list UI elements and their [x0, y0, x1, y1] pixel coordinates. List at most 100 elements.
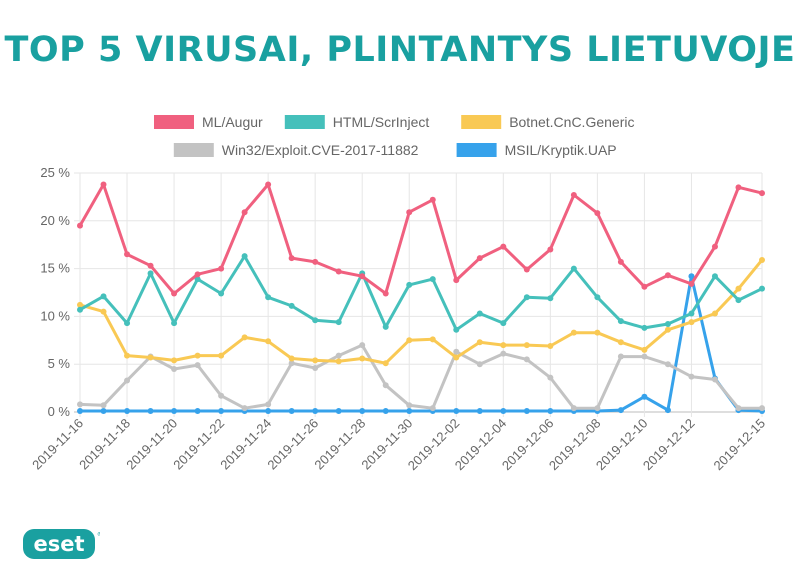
data-point[interactable] — [617, 339, 624, 346]
data-point[interactable] — [359, 342, 366, 349]
data-point[interactable] — [265, 181, 272, 188]
data-point[interactable] — [547, 295, 554, 302]
data-point[interactable] — [312, 317, 319, 324]
data-point[interactable] — [453, 326, 460, 333]
data-point[interactable] — [359, 273, 366, 280]
data-point[interactable] — [641, 353, 648, 360]
data-point[interactable] — [124, 408, 131, 415]
data-point[interactable] — [77, 222, 83, 229]
data-point[interactable] — [312, 258, 319, 265]
data-point[interactable] — [147, 262, 154, 269]
data-point[interactable] — [617, 258, 624, 265]
data-point[interactable] — [429, 405, 436, 412]
data-point[interactable] — [570, 191, 577, 198]
data-point[interactable] — [382, 408, 389, 415]
data-point[interactable] — [288, 255, 295, 262]
data-point[interactable] — [476, 408, 483, 415]
data-point[interactable] — [406, 281, 413, 288]
data-point[interactable] — [241, 405, 248, 412]
data-point[interactable] — [77, 408, 83, 415]
data-point[interactable] — [312, 408, 319, 415]
data-point[interactable] — [100, 408, 107, 415]
data-point[interactable] — [194, 352, 201, 359]
data-point[interactable] — [171, 290, 178, 297]
data-point[interactable] — [664, 407, 671, 414]
data-point[interactable] — [429, 196, 436, 203]
data-point[interactable] — [735, 184, 742, 191]
data-point[interactable] — [759, 190, 765, 197]
data-point[interactable] — [641, 283, 648, 290]
data-point[interactable] — [523, 408, 530, 415]
data-point[interactable] — [100, 181, 107, 188]
data-point[interactable] — [100, 293, 107, 300]
data-point[interactable] — [547, 408, 554, 415]
data-point[interactable] — [688, 319, 695, 326]
data-point[interactable] — [500, 243, 507, 250]
data-point[interactable] — [194, 271, 201, 278]
data-point[interactable] — [406, 408, 413, 415]
data-point[interactable] — [735, 297, 742, 304]
data-point[interactable] — [124, 352, 131, 359]
data-point[interactable] — [594, 405, 601, 412]
data-point[interactable] — [194, 276, 201, 283]
data-point[interactable] — [218, 408, 225, 415]
data-point[interactable] — [124, 377, 131, 384]
data-point[interactable] — [547, 343, 554, 350]
data-point[interactable] — [641, 393, 648, 400]
data-point[interactable] — [100, 402, 107, 409]
data-point[interactable] — [547, 374, 554, 381]
data-point[interactable] — [335, 268, 342, 275]
data-point[interactable] — [500, 342, 507, 349]
data-point[interactable] — [711, 376, 718, 383]
data-point[interactable] — [664, 361, 671, 368]
legend-item[interactable]: Win32/Exploit.CVE-2017-11882 — [173, 142, 419, 158]
data-point[interactable] — [688, 280, 695, 287]
data-point[interactable] — [171, 357, 178, 364]
data-point[interactable] — [664, 272, 671, 279]
data-point[interactable] — [382, 323, 389, 330]
data-point[interactable] — [711, 243, 718, 250]
data-point[interactable] — [218, 392, 225, 399]
data-point[interactable] — [476, 339, 483, 346]
data-point[interactable] — [194, 408, 201, 415]
data-point[interactable] — [500, 408, 507, 415]
data-point[interactable] — [476, 255, 483, 262]
data-point[interactable] — [312, 357, 319, 364]
data-point[interactable] — [570, 329, 577, 336]
data-point[interactable] — [664, 326, 671, 333]
data-point[interactable] — [453, 354, 460, 361]
data-point[interactable] — [429, 276, 436, 283]
data-point[interactable] — [288, 355, 295, 362]
data-point[interactable] — [265, 294, 272, 301]
legend-item[interactable]: ML/Augur — [154, 114, 263, 130]
data-point[interactable] — [218, 290, 225, 297]
data-point[interactable] — [759, 285, 765, 292]
data-point[interactable] — [124, 320, 131, 327]
data-point[interactable] — [406, 209, 413, 216]
data-point[interactable] — [688, 273, 695, 280]
data-point[interactable] — [523, 356, 530, 363]
data-point[interactable] — [335, 358, 342, 365]
data-point[interactable] — [288, 408, 295, 415]
legend-item[interactable]: HTML/ScrInject — [284, 114, 430, 130]
data-point[interactable] — [241, 209, 248, 216]
data-point[interactable] — [617, 353, 624, 360]
legend-item[interactable]: Botnet.CnC.Generic — [461, 114, 634, 130]
data-point[interactable] — [453, 277, 460, 284]
data-point[interactable] — [265, 338, 272, 345]
data-point[interactable] — [759, 256, 765, 263]
data-point[interactable] — [359, 355, 366, 362]
data-point[interactable] — [147, 270, 154, 277]
data-point[interactable] — [288, 302, 295, 309]
legend-item[interactable]: MSIL/Kryptik.UAP — [456, 142, 617, 158]
data-point[interactable] — [594, 294, 601, 301]
data-point[interactable] — [382, 382, 389, 389]
data-point[interactable] — [711, 310, 718, 317]
data-point[interactable] — [312, 365, 319, 372]
data-point[interactable] — [664, 321, 671, 328]
data-point[interactable] — [288, 360, 295, 367]
data-point[interactable] — [476, 310, 483, 317]
data-point[interactable] — [335, 408, 342, 415]
data-point[interactable] — [570, 265, 577, 272]
data-point[interactable] — [77, 401, 83, 408]
